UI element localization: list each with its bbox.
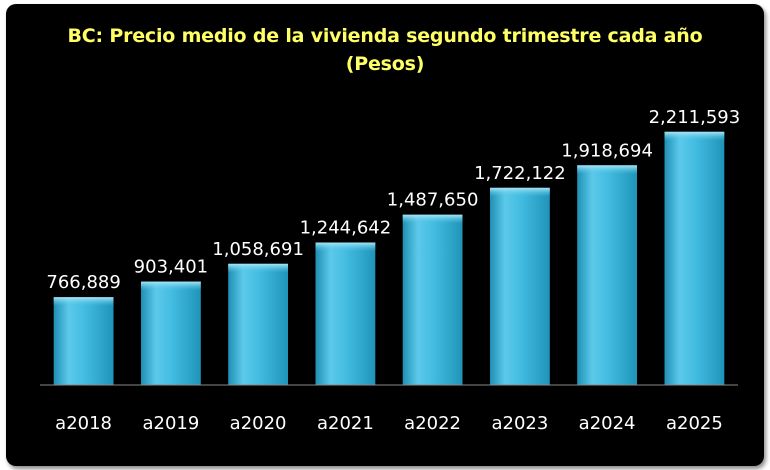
bar-rect [664, 131, 725, 385]
x-tick-label: a2020 [230, 413, 287, 434]
bar-a2019 [141, 281, 201, 385]
bar-rect [402, 214, 463, 385]
chart-title: BC: Precio medio de la vivienda segundo … [6, 22, 764, 78]
x-tick-label: a2021 [317, 413, 374, 434]
bar-bevel [490, 187, 550, 197]
data-label: 1,244,642 [300, 218, 392, 239]
bar-rect [141, 281, 201, 385]
x-tick-label: a2018 [55, 413, 112, 434]
bar-bevel [315, 242, 376, 252]
data-label: 1,918,694 [561, 140, 653, 161]
ticks-layer: a2018 a2019 a2020 a2021 a2022 a2023 a2024 a2025 [55, 413, 723, 434]
x-tick-label: a2025 [666, 413, 723, 434]
bar-bevel [402, 214, 463, 224]
data-label: 1,058,691 [212, 239, 304, 260]
bars-layer [53, 131, 725, 385]
bar-rect [228, 263, 288, 385]
data-label: 1,487,650 [387, 190, 479, 211]
bar-rect [490, 187, 550, 385]
data-label: 903,401 [134, 257, 208, 278]
bar-bevel [228, 263, 288, 273]
data-label: 1,722,122 [474, 163, 566, 184]
bar-rect [53, 297, 114, 385]
x-tick-label: a2023 [491, 413, 548, 434]
bar-bevel [577, 165, 637, 175]
x-tick-label: a2024 [579, 413, 636, 434]
data-label: 2,211,593 [649, 107, 741, 128]
x-tick-label: a2019 [142, 413, 199, 434]
bar-a2018 [53, 297, 114, 385]
bar-a2020 [228, 263, 288, 385]
data-label: 766,889 [46, 272, 120, 293]
bar-a2021 [315, 242, 376, 385]
chart-title-line: BC: Precio medio de la vivienda segundo … [67, 25, 703, 47]
bar-bevel [141, 281, 201, 291]
bar-rect [315, 242, 376, 385]
bar-a2024 [577, 165, 637, 385]
x-tick-label: a2022 [404, 413, 461, 434]
bar-bevel [664, 131, 725, 141]
bar-a2022 [402, 214, 463, 385]
bar-a2023 [490, 187, 550, 385]
chart-frame: BC: Precio medio de la vivienda segundo … [6, 4, 764, 466]
bar-rect [577, 165, 637, 385]
bar-a2025 [664, 131, 725, 385]
chart-subtitle: (Pesos) [345, 53, 425, 75]
bar-bevel [53, 297, 114, 307]
